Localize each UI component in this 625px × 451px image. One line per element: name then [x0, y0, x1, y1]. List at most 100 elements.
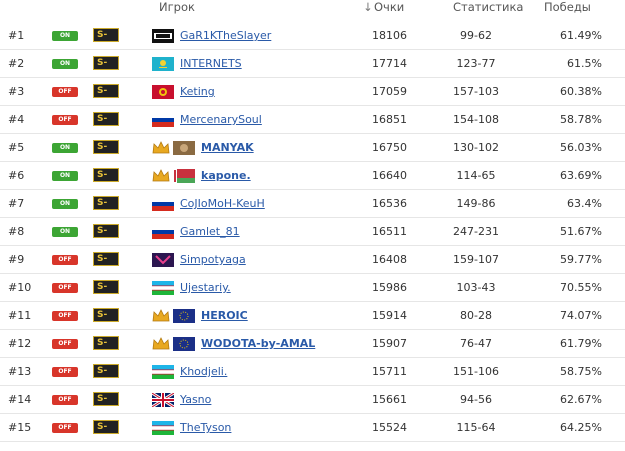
- win-rate: 61.49%: [560, 29, 602, 42]
- points: 15524: [372, 421, 407, 434]
- table-row: #10 OFF S- Ujestariy. 15986 103-43 70.55%: [0, 274, 625, 302]
- points: 17714: [372, 57, 407, 70]
- win-rate: 74.07%: [560, 309, 602, 322]
- rank: #6: [8, 169, 25, 182]
- player-name[interactable]: CoJIoMoH-KeuH: [180, 197, 265, 210]
- stats: 103-43: [456, 281, 496, 294]
- win-rate: 61.79%: [560, 337, 602, 350]
- rank: #7: [8, 197, 25, 210]
- flag-icon: [152, 393, 174, 407]
- rank-badge: S-: [93, 392, 119, 406]
- points: 18106: [372, 29, 407, 42]
- table-row: #9 OFF S- Simpotyaga 16408 159-107 59.77%: [0, 246, 625, 274]
- table-row: #8 ON S- Gamlet_81 16511 247-231 51.67%: [0, 218, 625, 246]
- player-name[interactable]: Simpotyaga: [180, 253, 246, 266]
- flag-icon: [173, 309, 195, 323]
- win-rate: 60.38%: [560, 85, 602, 98]
- win-rate: 58.75%: [560, 365, 602, 378]
- status-badge: OFF: [52, 311, 78, 321]
- rank: #14: [8, 393, 32, 406]
- header-points[interactable]: Очки: [374, 0, 405, 14]
- table-row: #6 ON S-kapone. 16640 114-65 63.69%: [0, 162, 625, 190]
- player-name[interactable]: Khodjeli.: [180, 365, 228, 378]
- player-name[interactable]: Ujestariy.: [180, 281, 231, 294]
- rank: #2: [8, 57, 25, 70]
- win-rate: 61.5%: [567, 57, 602, 70]
- win-rate: 59.77%: [560, 253, 602, 266]
- points: 17059: [372, 85, 407, 98]
- player-name[interactable]: GaR1KTheSlayer: [180, 29, 272, 42]
- flag-icon: [152, 85, 174, 99]
- status-badge: ON: [52, 31, 78, 41]
- rank: #3: [8, 85, 25, 98]
- sort-arrow[interactable]: ↓: [363, 0, 373, 14]
- rank-badge: S-: [93, 224, 119, 238]
- rank: #13: [8, 365, 32, 378]
- player-name[interactable]: MANYAK: [201, 141, 254, 154]
- rank-badge: S-: [93, 112, 119, 126]
- flag-icon: [173, 141, 195, 155]
- rank-badge: S-: [93, 280, 119, 294]
- rank: #4: [8, 113, 25, 126]
- rank: #8: [8, 225, 25, 238]
- table-row: #11 OFF S- HEROIC 15914 80-28 74.07%: [0, 302, 625, 330]
- flag-icon: [152, 57, 174, 71]
- player-name[interactable]: Keting: [180, 85, 215, 98]
- status-badge: ON: [52, 143, 78, 153]
- stats: 149-86: [456, 197, 496, 210]
- player-name[interactable]: Gamlet_81: [180, 225, 240, 238]
- stats: 76-47: [460, 337, 492, 350]
- stats: 151-106: [453, 365, 499, 378]
- header-stats: Статистика: [453, 0, 524, 14]
- points: 16750: [372, 141, 407, 154]
- win-rate: 62.67%: [560, 393, 602, 406]
- points: 16640: [372, 169, 407, 182]
- table-row: #15 OFF S- TheTyson 15524 115-64 64.25%: [0, 414, 625, 442]
- points: 16851: [372, 113, 407, 126]
- table-row: #1 ON S- GaR1KTheSlayer 18106 99-62 61.49%: [0, 22, 625, 50]
- rank: #5: [8, 141, 25, 154]
- stats: 123-77: [456, 57, 496, 70]
- status-badge: OFF: [52, 339, 78, 349]
- stats: 80-28: [460, 309, 492, 322]
- rank-badge: S-: [93, 168, 119, 182]
- rank-badge: S-: [93, 140, 119, 154]
- points: 16408: [372, 253, 407, 266]
- player-name[interactable]: WODOTA-by-AMAL: [201, 337, 316, 350]
- player-name[interactable]: kapone.: [201, 169, 251, 182]
- win-rate: 58.78%: [560, 113, 602, 126]
- rank: #15: [8, 421, 32, 434]
- rank-badge: S-: [93, 420, 119, 434]
- rank: #10: [8, 281, 32, 294]
- win-rate: 63.4%: [567, 197, 602, 210]
- status-badge: OFF: [52, 255, 78, 265]
- win-rate: 70.55%: [560, 281, 602, 294]
- table-row: #5 ON S- MANYAK 16750 130-102 56.03%: [0, 134, 625, 162]
- status-badge: OFF: [52, 87, 78, 97]
- table-row: #14 OFF S- Yasno 15661 94-56 62.67%: [0, 386, 625, 414]
- table-row: #13 OFF S- Khodjeli. 15711 151-106 58.75%: [0, 358, 625, 386]
- player-name[interactable]: MercenarySoul: [180, 113, 262, 126]
- table-row: #2 ON S- INTERNETS 17714 123-77 61.5%: [0, 50, 625, 78]
- player-name[interactable]: INTERNETS: [180, 57, 242, 70]
- player-name[interactable]: Yasno: [180, 393, 212, 406]
- status-badge: ON: [52, 199, 78, 209]
- stats: 157-103: [453, 85, 499, 98]
- player-name[interactable]: TheTyson: [180, 421, 232, 434]
- points: 15711: [372, 365, 407, 378]
- points: 16536: [372, 197, 407, 210]
- table-row: #3 OFF S- Keting 17059 157-103 60.38%: [0, 78, 625, 106]
- stats: 159-107: [453, 253, 499, 266]
- flag-icon: [173, 169, 195, 183]
- rank-badge: S-: [93, 252, 119, 266]
- player-name[interactable]: HEROIC: [201, 309, 248, 322]
- header-player: Игрок: [159, 0, 195, 14]
- stats: 94-56: [460, 393, 492, 406]
- rank-badge: S-: [93, 308, 119, 322]
- table-row: #12 OFF S- WODOTA-by-AMAL 15907 76-47 61.79%: [0, 330, 625, 358]
- status-badge: OFF: [52, 115, 78, 125]
- rank-badge: S-: [93, 196, 119, 210]
- stats: 114-65: [456, 169, 496, 182]
- win-rate: 63.69%: [560, 169, 602, 182]
